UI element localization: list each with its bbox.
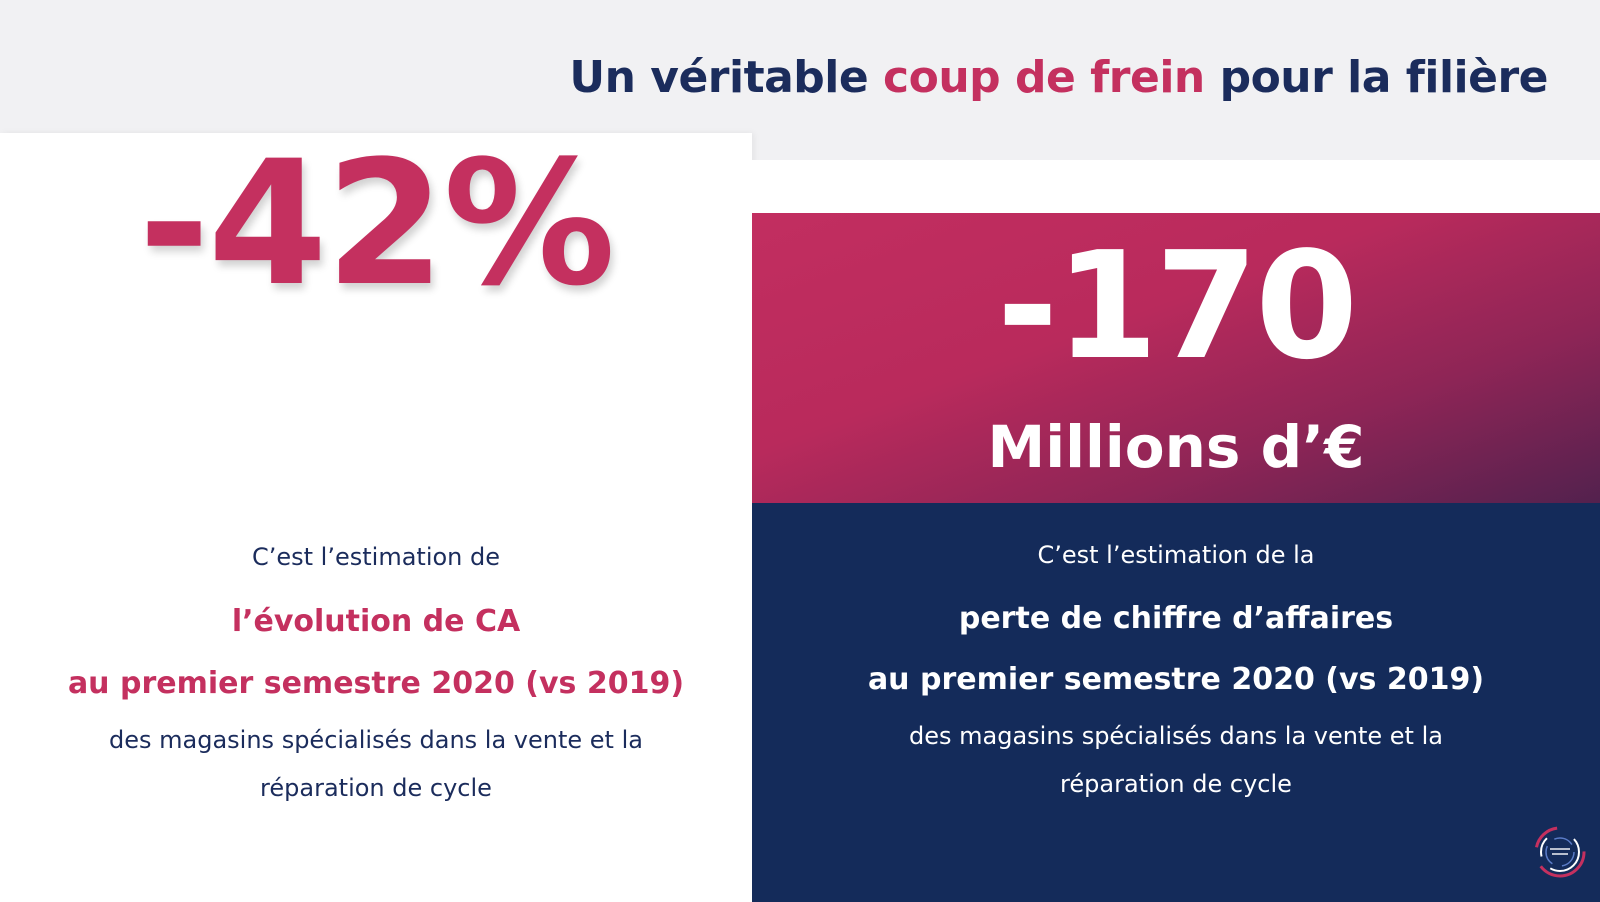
left-line-1: C’est l’estimation de: [251, 543, 501, 571]
left-line-4: des magasins spécialisés dans la vente e…: [109, 726, 643, 754]
right-big-value: -170: [996, 220, 1358, 392]
right-line-5-wrap: réparation de cycle: [752, 770, 1600, 799]
left-line-5-wrap: réparation de cycle: [0, 774, 752, 803]
left-line-4-wrap: des magasins spécialisés dans la vente e…: [0, 726, 752, 755]
right-line-5: réparation de cycle: [1060, 770, 1292, 798]
right-big-unit: Millions d’€: [987, 413, 1365, 481]
title-part1: Un véritable: [569, 52, 884, 103]
left-big-value: -42%: [138, 123, 615, 324]
right-line-4-wrap: des magasins spécialisés dans la vente e…: [752, 722, 1600, 751]
right-line-3: au premier semestre 2020 (vs 2019): [867, 662, 1485, 697]
right-accent-panel: [752, 213, 1600, 503]
left-panel: [0, 133, 752, 902]
right-line-2: perte de chiffre d’affaires: [958, 601, 1394, 636]
right-line-4: des magasins spécialisés dans la vente e…: [909, 722, 1443, 750]
right-line-1: C’est l’estimation de la: [1037, 541, 1315, 569]
right-line-2-wrap: perte de chiffre d’affaires: [752, 601, 1600, 637]
left-description: C’est l’estimation de: [0, 543, 752, 572]
right-line-1-wrap: C’est l’estimation de la: [752, 541, 1600, 570]
left-line-5: réparation de cycle: [260, 774, 492, 802]
right-top-strip: [752, 160, 1600, 213]
circular-logo-icon: [1534, 826, 1586, 878]
right-line-3-wrap: au premier semestre 2020 (vs 2019): [752, 662, 1600, 698]
slide-title: Un véritable coup de frein pour la filiè…: [569, 52, 1548, 103]
title-part2: pour la filière: [1204, 52, 1549, 103]
right-navy-panel: [752, 503, 1600, 902]
left-line-3: au premier semestre 2020 (vs 2019): [67, 666, 685, 701]
left-line-2: l’évolution de CA: [231, 604, 521, 639]
left-line-2-wrap: l’évolution de CA: [0, 604, 752, 640]
left-line-3-wrap: au premier semestre 2020 (vs 2019): [0, 666, 752, 702]
title-accent: coup de frein: [883, 52, 1205, 103]
